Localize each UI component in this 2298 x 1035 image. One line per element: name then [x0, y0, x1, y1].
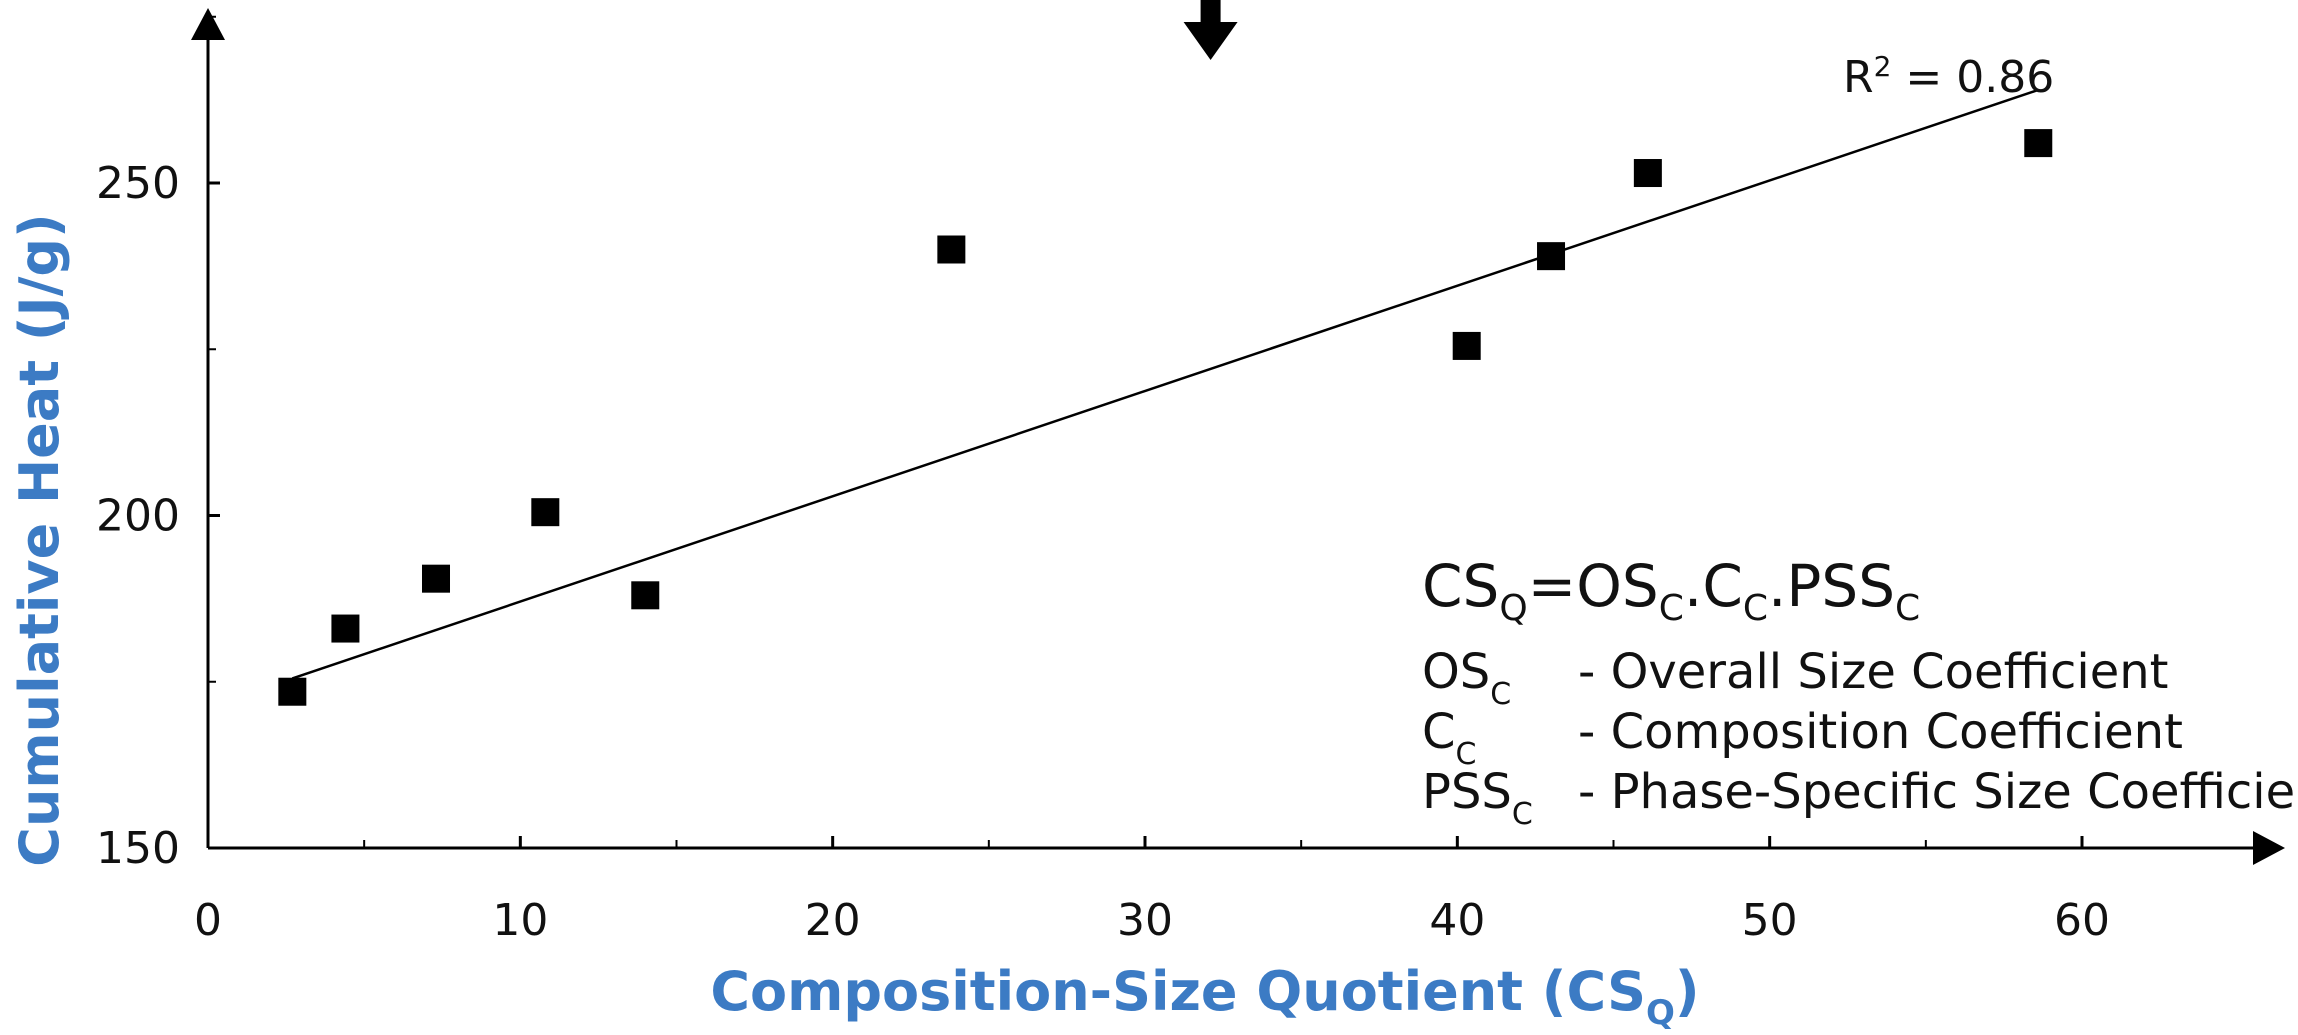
x-axis-label: Composition-Size Quotient (CSQ)	[710, 960, 1699, 1033]
r-squared-label: R2 = 0.86	[1843, 50, 2054, 103]
data-point	[531, 498, 560, 527]
x-tick-label: 20	[805, 895, 861, 946]
x-tick-label: 50	[1742, 895, 1798, 946]
fit-line-group	[291, 88, 2039, 680]
data-point	[2024, 129, 2053, 158]
axes	[191, 8, 2285, 865]
x-tick-label: 10	[492, 895, 548, 946]
r-squared-value: = 0.86	[1891, 52, 2054, 103]
x-tick-label: 0	[194, 895, 222, 946]
x-axis-label-main: Composition-Size Quotient (CS	[710, 960, 1646, 1023]
data-point	[631, 581, 660, 610]
equation-box: CSQ=OSC.CC.PSSC OSC - Overall Size Coeff…	[1422, 552, 2298, 832]
definition-osc-desc: - Overall Size Coefficient	[1578, 644, 2168, 700]
definition-cc-term: CC	[1422, 704, 1476, 772]
data-point	[1633, 159, 1662, 188]
data-points	[278, 129, 2053, 706]
y-tick-label: 250	[96, 158, 180, 209]
y-axis-arrow	[191, 8, 225, 40]
data-point	[331, 614, 360, 643]
annotations	[1183, 0, 1238, 60]
y-tick-label: 200	[96, 491, 180, 542]
r-squared-sup: 2	[1874, 50, 1892, 83]
r-squared-base: R	[1843, 52, 1874, 103]
data-point	[1452, 331, 1481, 360]
down-arrow-icon	[1183, 22, 1238, 60]
x-tick-label: 30	[1117, 895, 1173, 946]
data-point	[937, 235, 966, 264]
equation-main: CSQ=OSC.CC.PSSC	[1422, 552, 1920, 629]
x-axis-label-sub: Q	[1646, 993, 1675, 1033]
regression-line	[291, 88, 2039, 680]
definition-cc-desc: - Composition Coefficient	[1578, 704, 2183, 760]
x-axis-arrow	[2253, 831, 2285, 865]
x-tick-label: 40	[1429, 895, 1485, 946]
y-axis-label: Cumulative Heat (J/g)	[8, 213, 71, 866]
data-point	[278, 677, 307, 706]
ticks: 0 10 20 30 40 50 60 150 200 250	[96, 15, 2110, 946]
x-tick-label: 60	[2054, 895, 2110, 946]
data-point	[1537, 242, 1566, 271]
y-tick-label: 150	[96, 823, 180, 874]
data-point	[422, 564, 451, 593]
definition-pssc-desc: - Phase-Specific Size Coefficient	[1578, 764, 2298, 820]
definition-pssc-term: PSSC	[1422, 764, 1533, 832]
x-axis-label-close: )	[1675, 960, 1700, 1023]
down-arrow-shaft	[1200, 0, 1221, 24]
definition-osc-term: OSC	[1422, 644, 1511, 712]
